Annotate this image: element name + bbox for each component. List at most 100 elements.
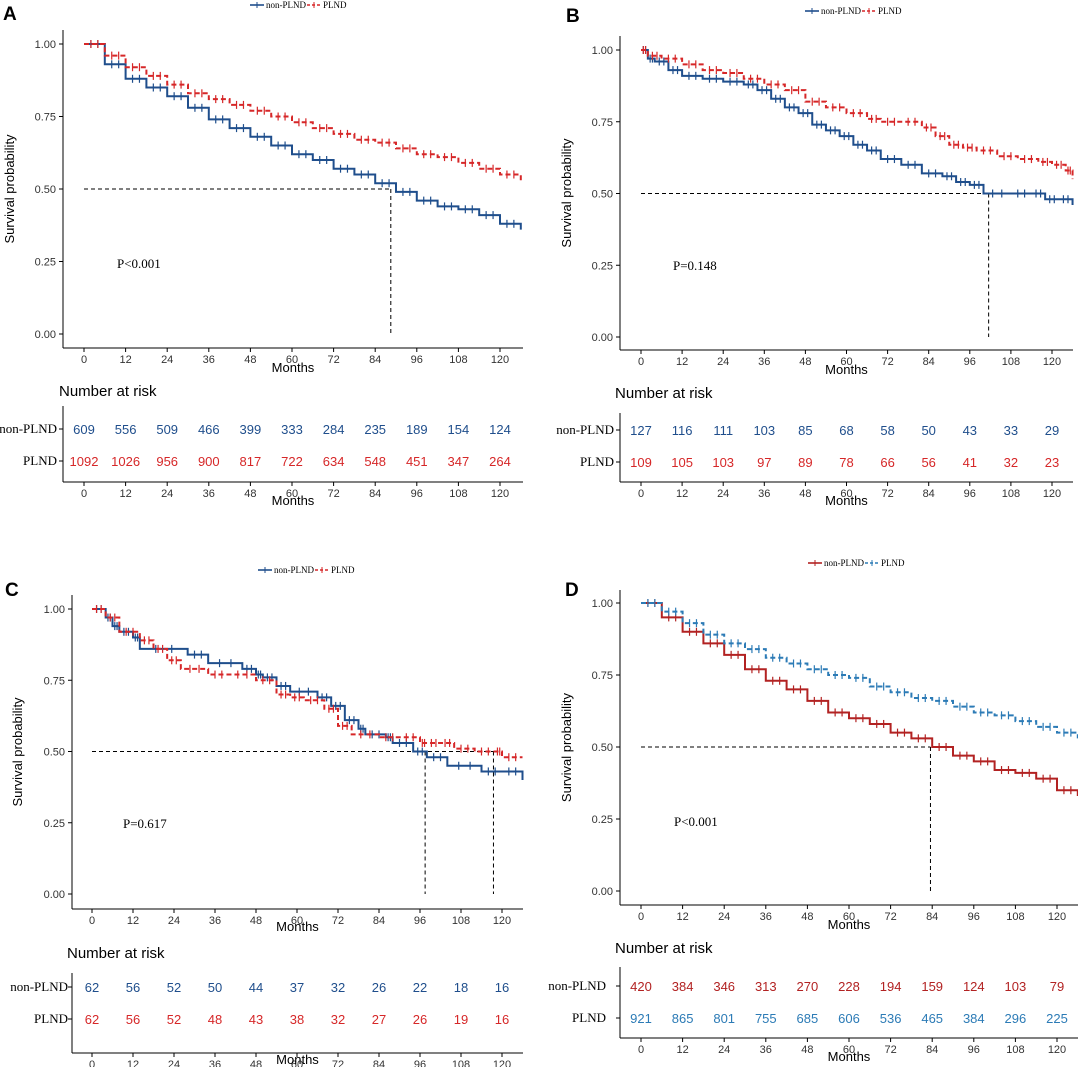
risk-value: 62 xyxy=(85,1012,99,1027)
risk-x-tick-label: 12 xyxy=(676,1044,688,1056)
y-tick-label: 0.25 xyxy=(592,814,613,826)
risk-value: 105 xyxy=(671,455,693,470)
risk-value: 536 xyxy=(880,1011,902,1026)
legend-label: non-PLND xyxy=(274,565,314,575)
x-tick-label: 120 xyxy=(493,915,511,927)
risk-value: 956 xyxy=(156,454,178,469)
risk-value: 78 xyxy=(839,455,853,470)
x-tick-label: 72 xyxy=(332,915,344,927)
risk-value: 44 xyxy=(249,980,263,995)
legend: non-PLND PLND xyxy=(258,565,355,575)
risk-value: 85 xyxy=(798,423,812,438)
x-tick-label: 24 xyxy=(168,915,180,927)
risk-value: 284 xyxy=(323,422,345,437)
risk-x-tick-label: 96 xyxy=(964,488,976,500)
p-value: P=0.148 xyxy=(673,258,717,273)
risk-value: 38 xyxy=(290,1012,304,1027)
survival-curve-plnd xyxy=(641,602,1078,739)
x-tick-label: 36 xyxy=(203,354,215,366)
risk-x-tick-label: 96 xyxy=(968,1044,980,1056)
x-tick-label: 48 xyxy=(799,356,811,368)
y-tick-label: 0.75 xyxy=(592,117,613,129)
risk-x-tick-label: 48 xyxy=(801,1044,813,1056)
risk-value: 194 xyxy=(880,979,902,994)
x-tick-label: 48 xyxy=(250,915,262,927)
y-tick-label: 0.75 xyxy=(35,112,56,124)
x-tick-label: 96 xyxy=(964,356,976,368)
risk-value: 16 xyxy=(495,1012,509,1027)
risk-table: Number at risk non-PLND 420 384 346 313 270 228… xyxy=(548,940,1078,1064)
risk-value: 103 xyxy=(753,423,775,438)
legend-label: non-PLND xyxy=(821,6,861,16)
x-tick-label: 120 xyxy=(491,354,509,366)
risk-value: 384 xyxy=(963,1011,985,1026)
risk-value: 509 xyxy=(156,422,178,437)
risk-x-tick-label: 84 xyxy=(373,1059,385,1067)
x-tick-label: 108 xyxy=(449,354,467,366)
risk-value: 52 xyxy=(167,1012,181,1027)
y-axis-title: Survival probability xyxy=(559,138,574,248)
y-axis-title: Survival probability xyxy=(2,134,17,244)
risk-value: 33 xyxy=(1004,423,1018,438)
survival-curve-non-plnd xyxy=(84,43,522,230)
legend: non-PLND PLND xyxy=(805,6,902,16)
risk-x-tick-label: 12 xyxy=(127,1059,139,1067)
risk-x-tick-label: 48 xyxy=(244,488,256,500)
risk-value: 228 xyxy=(838,979,860,994)
x-tick-label: 72 xyxy=(327,354,339,366)
censor-marks-non-plnd xyxy=(647,599,1072,795)
y-tick-label: 0.00 xyxy=(44,889,65,901)
risk-value: 451 xyxy=(406,454,428,469)
risk-row-label: PLND xyxy=(580,454,614,469)
x-tick-label: 0 xyxy=(638,911,644,923)
risk-x-tick-label: 36 xyxy=(209,1059,221,1067)
risk-x-tick-label: 24 xyxy=(717,488,729,500)
risk-row-label: non-PLND xyxy=(556,422,614,437)
risk-x-tick-label: 60 xyxy=(286,488,298,500)
risk-value: 189 xyxy=(406,422,428,437)
x-tick-label: 24 xyxy=(161,354,173,366)
risk-value: 111 xyxy=(713,423,733,438)
censor-marks-non-plnd xyxy=(90,40,515,228)
x-axis-title: Months xyxy=(825,362,868,377)
risk-value: 685 xyxy=(797,1011,819,1026)
risk-value: 43 xyxy=(963,423,977,438)
risk-x-tick-label: 108 xyxy=(1002,488,1020,500)
x-tick-label: 108 xyxy=(1002,356,1020,368)
risk-value: 56 xyxy=(126,1012,140,1027)
x-axis-title: Months xyxy=(272,360,315,375)
risk-value: 865 xyxy=(672,1011,694,1026)
x-tick-label: 96 xyxy=(411,354,423,366)
y-tick-label: 0.25 xyxy=(592,260,613,272)
x-tick-label: 0 xyxy=(89,915,95,927)
risk-x-tick-label: 36 xyxy=(203,488,215,500)
risk-value: 606 xyxy=(838,1011,860,1026)
risk-value: 722 xyxy=(281,454,303,469)
p-value: P<0.001 xyxy=(117,256,161,271)
risk-value: 333 xyxy=(281,422,303,437)
y-tick-label: 0.50 xyxy=(35,184,56,196)
risk-x-tick-label: 0 xyxy=(89,1059,95,1067)
risk-x-tick-label: 72 xyxy=(881,488,893,500)
risk-row-label: PLND xyxy=(23,453,57,468)
y-tick-label: 0.50 xyxy=(44,747,65,759)
risk-value: 466 xyxy=(198,422,220,437)
risk-value: 56 xyxy=(126,980,140,995)
risk-value: 900 xyxy=(198,454,220,469)
risk-x-tick-label: 84 xyxy=(926,1044,938,1056)
risk-x-tick-label: 108 xyxy=(449,488,467,500)
risk-value: 18 xyxy=(454,980,468,995)
risk-value: 109 xyxy=(630,455,652,470)
risk-value: 89 xyxy=(798,455,812,470)
risk-x-axis-title: Months xyxy=(272,493,315,508)
risk-x-tick-label: 24 xyxy=(161,488,173,500)
risk-value: 159 xyxy=(921,979,943,994)
risk-value: 921 xyxy=(630,1011,652,1026)
panel-letter: B xyxy=(566,6,580,27)
risk-value: 32 xyxy=(331,980,345,995)
y-tick-label: 0.00 xyxy=(35,329,56,341)
risk-value: 32 xyxy=(1004,455,1018,470)
x-tick-label: 60 xyxy=(840,356,852,368)
